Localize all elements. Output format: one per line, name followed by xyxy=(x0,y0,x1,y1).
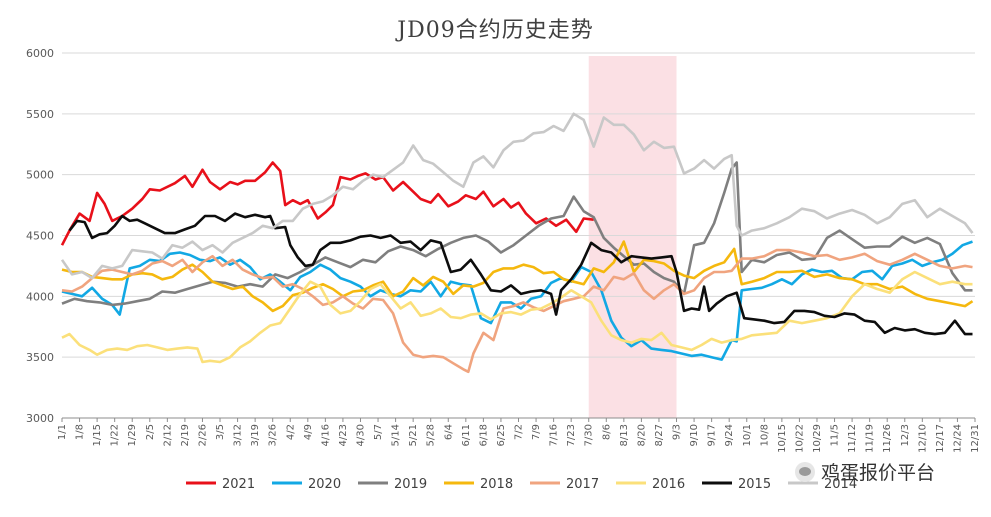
x-tick-label: 11/19 xyxy=(865,424,876,453)
x-tick-label: 7/16 xyxy=(549,424,560,446)
x-tick-label: 7/9 xyxy=(531,424,542,440)
y-tick-label: 4000 xyxy=(26,290,54,303)
highlight-band xyxy=(588,56,677,418)
x-tick-label: 6/4 xyxy=(443,424,454,440)
x-tick-label: 9/17 xyxy=(707,424,718,446)
x-tick-label: 10/1 xyxy=(742,424,753,446)
x-tick-label: 7/2 xyxy=(514,424,525,440)
x-tick-label: 4/16 xyxy=(320,424,331,446)
y-tick-label: 4500 xyxy=(26,230,54,243)
x-tick-label: 2/19 xyxy=(180,424,191,446)
x-tick-label: 9/24 xyxy=(724,424,735,446)
watermark-text: 鸡蛋报价平台 xyxy=(821,462,936,484)
x-tick-label: 10/8 xyxy=(759,424,770,446)
x-tick-label: 11/12 xyxy=(847,424,858,453)
y-tick-label: 5000 xyxy=(26,169,54,182)
x-tick-label: 1/15 xyxy=(92,424,103,446)
x-tick-label: 7/23 xyxy=(566,424,577,446)
legend-label-2014: 2014 xyxy=(824,477,857,492)
legend: 2021 2020 2019 2018 2017 2016 2015 2014 xyxy=(186,477,857,492)
x-tick-label: 6/18 xyxy=(478,424,489,446)
x-tick-label: 10/15 xyxy=(777,424,788,453)
watermark: 鸡蛋报价平台 xyxy=(795,458,935,485)
x-tick-label: 7/30 xyxy=(584,424,595,446)
grid-lines xyxy=(62,52,975,419)
x-tick-label: 9/10 xyxy=(689,424,700,446)
x-tick-label: 4/30 xyxy=(355,424,366,446)
x-tick-label: 8/13 xyxy=(619,424,630,446)
legend-label-2018: 2018 xyxy=(480,477,513,492)
x-tick-label: 5/28 xyxy=(426,424,437,446)
x-tick-label: 12/3 xyxy=(900,424,911,446)
legend-label-2017: 2017 xyxy=(566,477,599,492)
x-tick-label: 2/12 xyxy=(162,424,173,446)
series-line-2016 xyxy=(61,270,973,364)
series-line-2017 xyxy=(61,248,973,374)
y-tick-label: 3500 xyxy=(26,351,54,364)
x-tick-label: 11/26 xyxy=(882,424,893,453)
x-tick-label: 2/5 xyxy=(145,424,156,440)
x-tick-label: 10/22 xyxy=(794,424,805,453)
wechat-icon xyxy=(795,461,815,482)
x-tick-label: 10/29 xyxy=(812,424,823,453)
x-tick-label: 3/19 xyxy=(250,424,261,446)
legend-label-2021: 2021 xyxy=(222,477,255,492)
series-line-2018 xyxy=(61,240,974,313)
legend-label-2020: 2020 xyxy=(308,477,341,492)
x-tick-label: 8/6 xyxy=(601,424,612,440)
x-tick-label: 12/31 xyxy=(970,424,981,453)
x-tick-label: 1/1 xyxy=(57,424,68,440)
x-tick-label: 4/23 xyxy=(338,424,349,446)
legend-label-2015: 2015 xyxy=(738,477,771,492)
x-tick-label: 3/26 xyxy=(268,424,279,446)
x-tick-label: 1/8 xyxy=(75,424,86,440)
series-line-2015 xyxy=(68,212,973,336)
x-tick-label: 5/21 xyxy=(408,424,419,446)
series-line-2020 xyxy=(61,240,973,361)
x-tick-label: 12/10 xyxy=(917,424,928,453)
x-tick-label: 2/26 xyxy=(197,424,208,446)
x-tick-label: 1/22 xyxy=(110,424,121,446)
x-tick-label: 9/3 xyxy=(672,424,683,440)
legend-label-2019: 2019 xyxy=(394,477,427,492)
series-line-2021 xyxy=(60,161,594,246)
x-tick-label: 6/25 xyxy=(496,424,507,446)
series-line-2019 xyxy=(61,161,973,307)
x-tick-label: 8/27 xyxy=(654,424,665,446)
series-lines xyxy=(60,112,974,374)
chart-title: JD09合约历史走势 xyxy=(397,18,594,43)
y-tick-label: 6000 xyxy=(26,47,54,60)
x-tick-label: 8/20 xyxy=(636,424,647,446)
x-tick-label: 3/12 xyxy=(233,424,244,446)
x-tick-label: 6/11 xyxy=(461,424,472,446)
y-axis: 3000 3500 4000 4500 5000 5500 6000 xyxy=(26,47,54,425)
x-tick-label: 11/5 xyxy=(830,424,841,446)
x-tick-label: 5/7 xyxy=(373,424,384,440)
x-tick-label: 5/14 xyxy=(391,424,402,446)
x-axis: 1/1 1/8 1/15 1/22 1/29 2/5 2/12 2/19 2/26 3/5 3/12… xyxy=(57,418,981,453)
x-tick-label: 4/9 xyxy=(303,424,314,440)
y-tick-label: 3000 xyxy=(26,412,54,425)
x-tick-label: 12/24 xyxy=(952,424,963,453)
x-tick-label: 4/2 xyxy=(285,424,296,440)
x-tick-label: 12/17 xyxy=(935,424,946,453)
series-line-2014 xyxy=(60,112,974,280)
x-tick-label: 3/5 xyxy=(215,424,226,440)
y-tick-label: 5500 xyxy=(26,108,54,121)
legend-label-2016: 2016 xyxy=(652,477,685,492)
x-tick-label: 1/29 xyxy=(127,424,138,446)
